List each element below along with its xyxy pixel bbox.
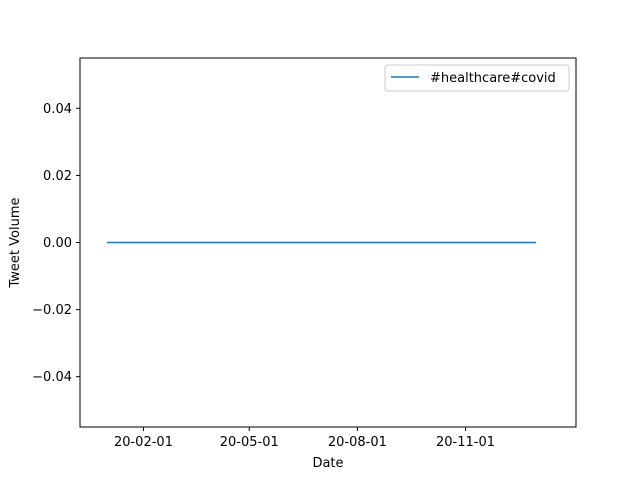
x-tick-label: 20-08-01	[328, 435, 387, 450]
y-tick-label: −0.02	[32, 303, 72, 318]
y-tick-label: −0.04	[32, 370, 72, 385]
legend-label: #healthcare#covid	[430, 71, 556, 86]
y-tick-label: 0.02	[43, 169, 72, 184]
y-tick-label: 0.00	[43, 236, 72, 251]
legend: #healthcare#covid	[384, 64, 570, 92]
x-tick-label: 20-02-01	[114, 435, 173, 450]
y-tick-label: 0.04	[43, 102, 72, 117]
x-axis-label: Date	[312, 456, 343, 471]
legend-box	[384, 64, 570, 92]
plot-area: 20-02-01 20-05-01 20-08-01 20-11-01 0.04 0.02…	[32, 102, 537, 450]
axes-frame	[79, 57, 577, 428]
x-tick-label: 20-05-01	[220, 435, 279, 450]
x-tick-label: 20-11-01	[436, 435, 495, 450]
y-axis-label: Tweet Volume	[8, 198, 23, 289]
